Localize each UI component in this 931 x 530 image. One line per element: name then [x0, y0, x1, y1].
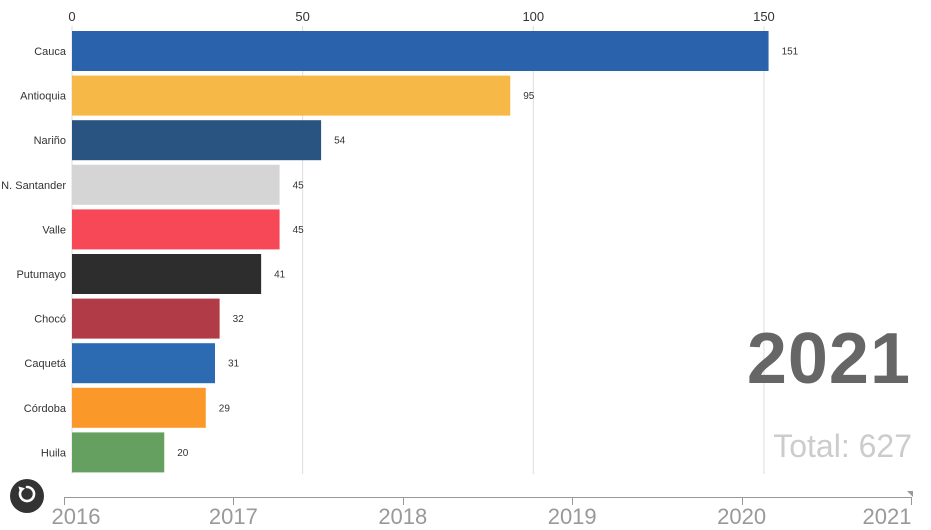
- bar: [72, 75, 511, 116]
- category-label: Córdoba: [24, 403, 67, 415]
- timeline-slider[interactable]: 2016 2017 2018 2019 2020 2021: [52, 491, 913, 529]
- timeline-year-label[interactable]: 2020: [717, 504, 767, 529]
- category-label: Chocó: [34, 314, 66, 326]
- value-label: 45: [293, 180, 305, 191]
- category-labels: Cauca Antioquia Nariño N. Santander Valle Put…: [1, 46, 67, 459]
- timeline-year-label[interactable]: 2018: [378, 504, 428, 529]
- timeline-handle[interactable]: [907, 491, 913, 497]
- current-year: 2021: [746, 319, 911, 399]
- category-label: Valle: [42, 224, 66, 236]
- category-label: Antioquia: [20, 91, 67, 103]
- category-label: Caquetá: [24, 358, 66, 370]
- x-tick-label: 0: [68, 9, 75, 24]
- timeline-track: [64, 497, 911, 498]
- timeline-tick: [64, 497, 65, 505]
- replay-button[interactable]: [10, 479, 44, 513]
- value-label: 32: [233, 314, 245, 325]
- bar: [72, 164, 280, 205]
- bar: [72, 254, 262, 294]
- category-label: Cauca: [34, 46, 67, 58]
- total-count: Total: 627: [773, 428, 912, 464]
- bar: [72, 209, 280, 250]
- timeline-tick: [402, 497, 404, 505]
- value-label: 41: [274, 270, 286, 281]
- category-label: Putumayo: [16, 269, 66, 281]
- timeline-tick: [572, 497, 574, 505]
- timeline-year-label[interactable]: 2019: [547, 504, 597, 529]
- timeline-year-label[interactable]: 2021: [862, 504, 912, 529]
- bar: [72, 432, 165, 473]
- x-tick-label: 50: [295, 9, 309, 24]
- timeline-tick: [233, 497, 235, 505]
- bar: [72, 31, 769, 71]
- value-label: 31: [228, 359, 240, 370]
- category-label: N. Santander: [1, 180, 66, 192]
- value-label: 20: [177, 448, 189, 459]
- bar: [72, 387, 206, 428]
- bars: [72, 31, 769, 473]
- x-axis-ticks: 0 50 100 150: [68, 9, 774, 24]
- bar: [72, 120, 322, 161]
- category-label: Nariño: [34, 135, 66, 147]
- x-tick-label: 150: [753, 9, 775, 24]
- value-label: 95: [523, 91, 535, 102]
- timeline-tick: [741, 497, 743, 505]
- x-tick-label: 100: [522, 9, 544, 24]
- timeline-year-label[interactable]: 2016: [51, 504, 101, 529]
- value-label: 29: [219, 403, 231, 414]
- value-label: 151: [782, 47, 799, 58]
- category-label: Huila: [41, 447, 67, 459]
- timeline-year-label[interactable]: 2017: [208, 504, 258, 529]
- value-label: 45: [293, 225, 305, 236]
- timeline-tick: [911, 497, 912, 505]
- bar: [72, 298, 220, 339]
- bar: [72, 343, 216, 384]
- replay-icon: [17, 484, 37, 509]
- value-labels: 151 95 54 45 45 41 32 31 29 20: [177, 47, 798, 459]
- value-label: 54: [334, 136, 346, 147]
